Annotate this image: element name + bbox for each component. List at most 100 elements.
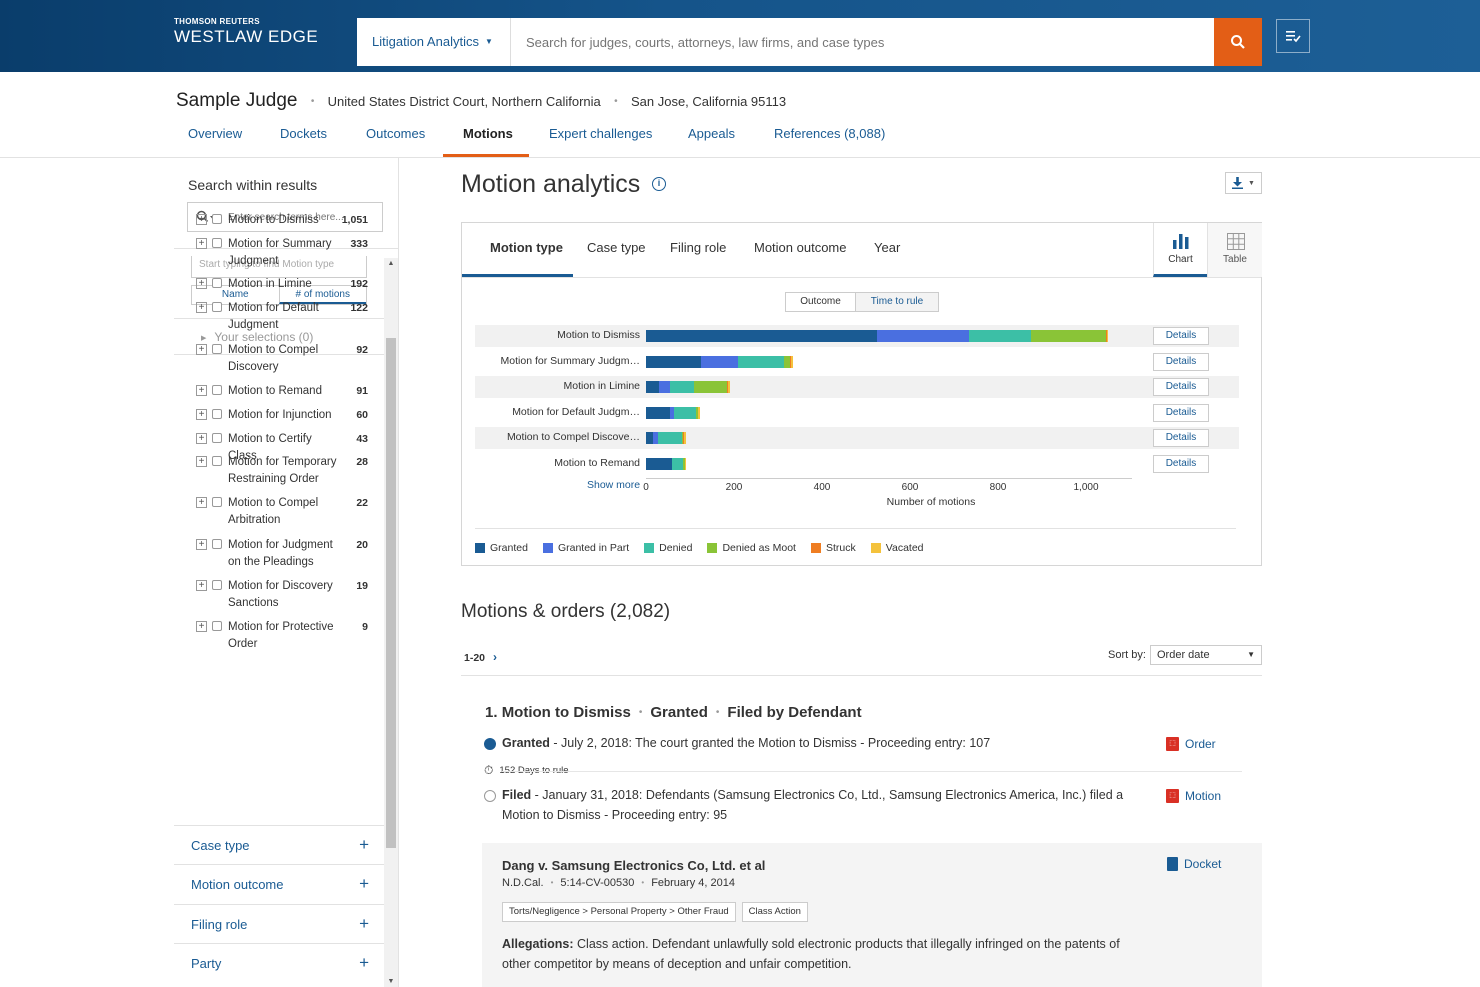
bar-segment[interactable] <box>694 381 727 393</box>
chart-tab-year[interactable]: Year <box>874 240 901 255</box>
tab-dockets[interactable]: Dockets <box>280 126 327 141</box>
info-icon[interactable]: i <box>652 177 666 191</box>
facet-party[interactable]: Party + <box>174 943 384 982</box>
bar-segment[interactable] <box>646 407 671 419</box>
bar-segment[interactable] <box>646 432 653 444</box>
sort-select[interactable]: Order date ▼ <box>1150 645 1262 665</box>
bar-segment[interactable] <box>684 432 687 444</box>
bar-segment[interactable] <box>698 407 700 419</box>
outcome-mode-button[interactable]: Outcome <box>786 293 856 311</box>
case-title-link[interactable]: Dang v. Samsung Electronics Co, Ltd. et … <box>502 858 766 873</box>
bar-segment[interactable] <box>790 356 792 368</box>
expand-icon[interactable]: + <box>196 278 207 289</box>
expand-icon[interactable]: + <box>196 214 207 225</box>
facet-filing-role[interactable]: Filing role + <box>174 904 384 943</box>
bar-segment[interactable] <box>685 458 687 470</box>
checkbox[interactable] <box>212 278 222 288</box>
motion-type-filter-input[interactable]: Start typing to find Motion type <box>191 256 367 278</box>
bar-segment[interactable] <box>646 356 701 368</box>
time-to-rule-mode-button[interactable]: Time to rule <box>856 293 938 311</box>
chart-tab-motion-type[interactable]: Motion type <box>490 240 563 255</box>
order-document-link[interactable]: ⬚ Order <box>1166 737 1216 751</box>
expand-icon[interactable]: + <box>196 302 207 313</box>
checkbox[interactable] <box>212 580 222 590</box>
bar-segment[interactable] <box>670 381 695 393</box>
details-button[interactable]: Details <box>1153 404 1209 422</box>
sort-by-name-button[interactable]: Name <box>221 289 249 300</box>
checkbox[interactable] <box>212 539 222 549</box>
bar-segment[interactable] <box>683 432 685 444</box>
bar-segment[interactable] <box>1031 330 1106 342</box>
expand-icon[interactable]: + <box>196 433 207 444</box>
expand-icon[interactable]: + <box>196 344 207 355</box>
sort-by-count-button[interactable]: # of motions <box>278 286 366 304</box>
chart-view-button[interactable]: Chart <box>1153 223 1207 277</box>
bar-segment[interactable] <box>659 381 671 393</box>
motion-document-link[interactable]: ⬚ Motion <box>1166 789 1221 803</box>
details-button[interactable]: Details <box>1153 455 1209 473</box>
bar-segment[interactable] <box>682 458 685 470</box>
tab-overview[interactable]: Overview <box>188 126 243 141</box>
tab-outcomes[interactable]: Outcomes <box>366 126 426 141</box>
download-button[interactable]: ▼ <box>1225 172 1262 194</box>
scroll-up-arrow-icon[interactable]: ▲ <box>387 260 395 267</box>
result-title[interactable]: 1. Motion to Dismiss • Granted • Filed by De… <box>485 704 862 721</box>
table-view-button[interactable]: Table <box>1207 223 1262 277</box>
bar-segment[interactable] <box>726 381 729 393</box>
search-button[interactable] <box>1214 18 1262 66</box>
bar-segment[interactable] <box>791 356 793 368</box>
checkbox[interactable] <box>212 238 222 248</box>
bar-segment[interactable] <box>652 432 658 444</box>
expand-icon[interactable]: + <box>196 621 207 632</box>
bar-segment[interactable] <box>671 458 683 470</box>
expand-icon[interactable]: + <box>196 497 207 508</box>
tab-expert-challenges[interactable]: Expert challenges <box>549 126 653 141</box>
bar-segment[interactable] <box>728 381 731 393</box>
tab-motions[interactable]: Motions <box>463 126 513 141</box>
bar-segment[interactable] <box>682 432 684 444</box>
expand-icon[interactable]: + <box>196 456 207 467</box>
bar-segment[interactable] <box>1107 330 1109 342</box>
checkbox[interactable] <box>212 456 222 466</box>
bar-segment[interactable] <box>657 432 683 444</box>
docket-link[interactable]: Docket <box>1167 857 1221 871</box>
expand-icon[interactable]: + <box>196 385 207 396</box>
tab-appeals[interactable]: Appeals <box>688 126 735 141</box>
show-more-link[interactable]: Show more <box>587 479 641 491</box>
bar-segment[interactable] <box>738 356 784 368</box>
details-button[interactable]: Details <box>1153 378 1209 396</box>
bar-segment[interactable] <box>673 407 696 419</box>
scroll-down-arrow-icon[interactable]: ▼ <box>387 978 395 985</box>
bar-segment[interactable] <box>670 407 674 419</box>
details-button[interactable]: Details <box>1153 353 1209 371</box>
your-selections-toggle[interactable]: ▶ Your selections (0) <box>201 330 313 344</box>
checkbox[interactable] <box>212 302 222 312</box>
details-button[interactable]: Details <box>1153 327 1209 345</box>
chart-tab-filing-role[interactable]: Filing role <box>670 240 727 255</box>
chart-tab-motion-outcome[interactable]: Motion outcome <box>754 240 847 255</box>
bar-segment[interactable] <box>783 356 791 368</box>
folders-list-button[interactable] <box>1276 19 1310 53</box>
bar-segment[interactable] <box>646 458 672 470</box>
sidebar-scrollbar-thumb[interactable] <box>386 338 396 848</box>
checkbox[interactable] <box>212 621 222 631</box>
facet-motion-outcome[interactable]: Motion outcome + <box>174 864 384 903</box>
bar-segment[interactable] <box>969 330 1031 342</box>
search-scope-dropdown[interactable]: Litigation Analytics ▼ <box>357 18 511 66</box>
bar-segment[interactable] <box>701 356 739 368</box>
bar-segment[interactable] <box>695 407 698 419</box>
expand-icon[interactable]: + <box>196 539 207 550</box>
checkbox[interactable] <box>212 385 222 395</box>
global-search-input[interactable] <box>512 18 1212 66</box>
tab-references[interactable]: References (8,088) <box>774 126 886 141</box>
details-button[interactable]: Details <box>1153 429 1209 447</box>
expand-icon[interactable]: + <box>196 580 207 591</box>
bar-segment[interactable] <box>877 330 970 342</box>
bar-segment[interactable] <box>1105 330 1108 342</box>
checkbox[interactable] <box>212 409 222 419</box>
search-within-input[interactable] <box>228 203 378 231</box>
checkbox[interactable] <box>212 497 222 507</box>
expand-icon[interactable]: + <box>196 238 207 249</box>
bar-segment[interactable] <box>646 330 877 342</box>
checkbox[interactable] <box>212 433 222 443</box>
